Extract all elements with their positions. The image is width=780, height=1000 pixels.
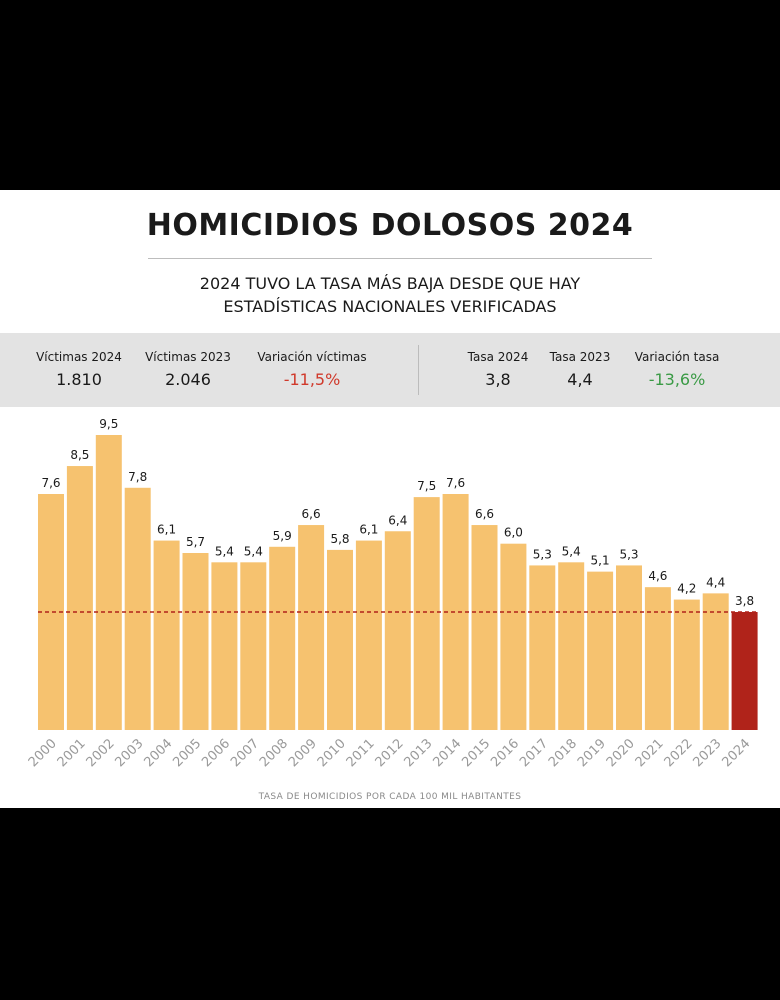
stat-value: 3,8 — [485, 370, 511, 389]
x-tick-label-2024: 2024 — [719, 736, 753, 770]
data-label-2020: 5,3 — [619, 547, 638, 561]
x-tick-label-2010: 2010 — [315, 736, 349, 770]
x-tick-label-2009: 2009 — [286, 736, 320, 770]
infographic-panel: HOMICIDIOS DOLOSOS 2024 2024 TUVO LA TAS… — [0, 190, 780, 808]
x-tick-label-2018: 2018 — [546, 736, 580, 770]
stat-value: -11,5% — [283, 370, 341, 389]
x-tick-label-2007: 2007 — [228, 736, 262, 770]
data-label-2024: 3,8 — [735, 594, 754, 608]
data-label-2009: 6,6 — [302, 507, 321, 521]
data-label-2019: 5,1 — [591, 554, 610, 568]
stat-label: Víctimas 2024 — [36, 350, 122, 364]
x-tick-label-2004: 2004 — [141, 736, 175, 770]
x-tick-label-2014: 2014 — [430, 736, 464, 770]
bar-2021 — [644, 587, 671, 730]
bar-2005 — [182, 553, 209, 730]
bar-2002 — [95, 435, 122, 730]
x-tick-label-2011: 2011 — [344, 736, 378, 770]
stat-label: Tasa 2024 — [467, 350, 529, 364]
stat-value: -13,6% — [648, 370, 706, 389]
data-label-2022: 4,2 — [677, 582, 696, 596]
bar-2009 — [298, 525, 325, 730]
data-label-2000: 7,6 — [41, 476, 60, 490]
x-tick-label-2001: 2001 — [55, 736, 89, 770]
data-label-2021: 4,6 — [648, 569, 667, 583]
bar-2013 — [413, 497, 440, 730]
bar-2008 — [269, 546, 296, 730]
title-divider — [148, 258, 652, 259]
x-tick-label-2005: 2005 — [170, 736, 204, 770]
data-label-2010: 5,8 — [330, 532, 349, 546]
bar-2004 — [153, 540, 180, 730]
x-tick-label-2012: 2012 — [373, 736, 407, 770]
subtitle-line-1: 2024 TUVO LA TASA MÁS BAJA DESDE QUE HAY — [199, 274, 581, 293]
data-label-2002: 9,5 — [99, 417, 118, 431]
x-tick-label-2020: 2020 — [604, 736, 638, 770]
data-label-2017: 5,3 — [533, 547, 552, 561]
data-label-2013: 7,5 — [417, 479, 436, 493]
bar-2016 — [500, 543, 527, 730]
stats-divider — [418, 345, 419, 395]
data-label-2011: 6,1 — [359, 523, 378, 537]
data-label-2018: 5,4 — [562, 544, 581, 558]
bar-2010 — [327, 549, 353, 730]
x-tick-label-2013: 2013 — [402, 736, 436, 770]
stat-label: Tasa 2023 — [549, 350, 611, 364]
x-tick-label-2006: 2006 — [199, 736, 233, 770]
stats-bar: Víctimas 2024 1.810 Víctimas 2023 2.046 … — [0, 333, 780, 407]
bar-chart: 7,6 2000 8,5 2001 9,5 2002 7,8 2003 6,1 2004 5,7 20… — [26, 417, 758, 770]
bar-2019 — [587, 571, 614, 730]
data-label-2007: 5,4 — [244, 544, 263, 558]
data-label-2023: 4,4 — [706, 575, 725, 589]
x-tick-label-2015: 2015 — [459, 736, 493, 770]
bar-2020 — [616, 565, 642, 730]
stat-value: 2.046 — [165, 370, 211, 389]
stat-label: Víctimas 2023 — [145, 350, 231, 364]
data-label-2001: 8,5 — [70, 448, 89, 462]
bar-2001 — [66, 466, 93, 730]
data-label-2016: 6,0 — [504, 526, 523, 540]
data-label-2006: 5,4 — [215, 544, 234, 558]
x-tick-label-2008: 2008 — [257, 736, 291, 770]
x-tick-label-2023: 2023 — [691, 736, 725, 770]
bar-2012 — [384, 531, 411, 730]
bar-2018 — [558, 562, 585, 730]
stat-value: 4,4 — [567, 370, 593, 389]
bar-2022 — [673, 599, 700, 730]
bar-2023 — [702, 593, 729, 730]
x-tick-label-2000: 2000 — [26, 736, 60, 770]
data-label-2015: 6,6 — [475, 507, 494, 521]
x-tick-label-2016: 2016 — [488, 736, 522, 770]
chart-axis-caption: TASA DE HOMICIDIOS POR CADA 100 MIL HABI… — [258, 792, 522, 802]
x-tick-label-2017: 2017 — [517, 736, 551, 770]
stat-label: Variación tasa — [634, 350, 720, 364]
bar-2017 — [529, 565, 556, 730]
bar-2011 — [355, 540, 382, 730]
bar-2015 — [471, 525, 498, 730]
stat-value: 1.810 — [56, 370, 102, 389]
x-tick-label-2021: 2021 — [633, 736, 667, 770]
data-label-2014: 7,6 — [446, 476, 465, 490]
bar-2007 — [240, 562, 267, 730]
page-title: HOMICIDIOS DOLOSOS 2024 — [146, 208, 634, 243]
subtitle: 2024 TUVO LA TASA MÁS BAJA DESDE QUE HAY… — [0, 272, 780, 318]
bar-2003 — [124, 487, 151, 730]
x-tick-label-2002: 2002 — [84, 736, 118, 770]
data-label-2008: 5,9 — [273, 529, 292, 543]
bar-2006 — [211, 562, 238, 730]
subtitle-line-2: ESTADÍSTICAS NACIONALES VERIFICADAS — [223, 297, 557, 316]
data-label-2004: 6,1 — [157, 523, 176, 537]
data-label-2012: 6,4 — [388, 513, 407, 527]
data-label-2003: 7,8 — [128, 470, 147, 484]
stat-label: Variación víctimas — [257, 350, 367, 364]
data-label-2005: 5,7 — [186, 535, 205, 549]
bar-2024 — [731, 612, 758, 730]
x-tick-label-2003: 2003 — [113, 736, 147, 770]
x-tick-label-2022: 2022 — [662, 736, 696, 770]
x-tick-label-2019: 2019 — [575, 736, 609, 770]
